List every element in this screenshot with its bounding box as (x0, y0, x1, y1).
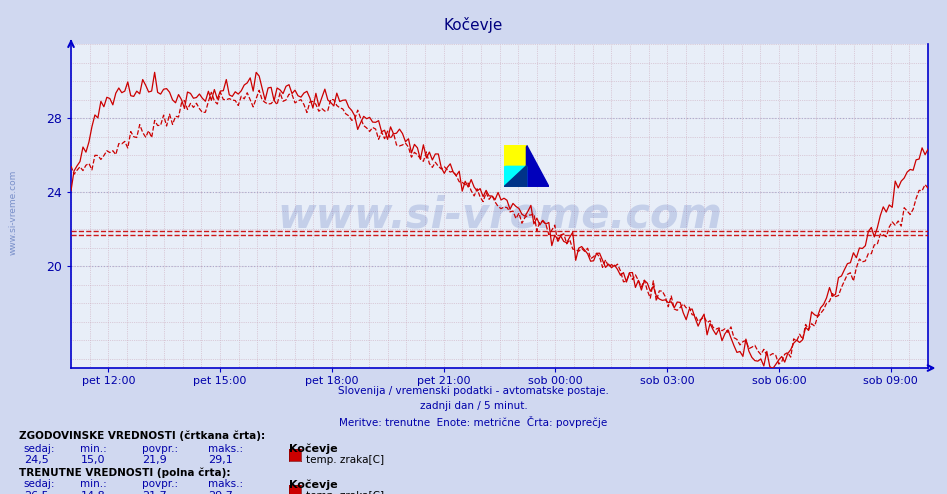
Bar (504, 145, 527, 166)
Text: maks.:: maks.: (208, 479, 243, 489)
Text: 14,8: 14,8 (80, 491, 105, 494)
Text: Kočevje: Kočevje (289, 444, 337, 454)
Text: min.:: min.: (80, 479, 107, 489)
Text: Meritve: trenutne  Enote: metrične  Črta: povprečje: Meritve: trenutne Enote: metrične Črta: … (339, 416, 608, 428)
Text: ZGODOVINSKE VREDNOSTI (črtkana črta):: ZGODOVINSKE VREDNOSTI (črtkana črta): (19, 431, 265, 441)
Text: 24,5: 24,5 (24, 455, 48, 465)
Polygon shape (504, 166, 527, 187)
Bar (504, 166, 527, 187)
Text: Kočevje: Kočevje (289, 479, 337, 490)
Text: Kočevje: Kočevje (444, 17, 503, 33)
Polygon shape (504, 145, 527, 166)
Polygon shape (504, 166, 527, 187)
Text: sedaj:: sedaj: (24, 444, 55, 453)
Text: temp. zraka[C]: temp. zraka[C] (306, 455, 384, 465)
Text: temp. zraka[C]: temp. zraka[C] (306, 491, 384, 494)
Text: 21,9: 21,9 (142, 455, 167, 465)
Text: 26,5: 26,5 (24, 491, 48, 494)
Polygon shape (504, 145, 527, 187)
Polygon shape (527, 145, 549, 187)
Text: www.si-vreme.com: www.si-vreme.com (9, 170, 18, 255)
Text: 29,7: 29,7 (208, 491, 233, 494)
Text: TRENUTNE VREDNOSTI (polna črta):: TRENUTNE VREDNOSTI (polna črta): (19, 468, 230, 478)
Text: 21,7: 21,7 (142, 491, 167, 494)
Polygon shape (504, 145, 527, 166)
Text: povpr.:: povpr.: (142, 444, 178, 453)
Text: www.si-vreme.com: www.si-vreme.com (277, 195, 722, 237)
Text: povpr.:: povpr.: (142, 479, 178, 489)
Text: 15,0: 15,0 (80, 455, 105, 465)
Text: min.:: min.: (80, 444, 107, 453)
Text: 29,1: 29,1 (208, 455, 233, 465)
Text: sedaj:: sedaj: (24, 479, 55, 489)
Text: maks.:: maks.: (208, 444, 243, 453)
Text: Slovenija / vremenski podatki - avtomatske postaje.: Slovenija / vremenski podatki - avtomats… (338, 386, 609, 396)
Text: zadnji dan / 5 minut.: zadnji dan / 5 minut. (420, 401, 527, 411)
